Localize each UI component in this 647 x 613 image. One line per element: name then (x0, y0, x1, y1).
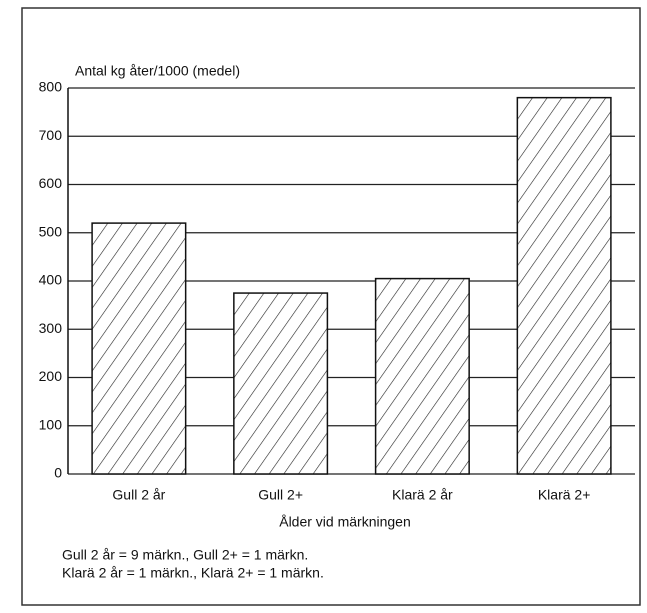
y-tick-label: 800 (39, 79, 63, 95)
y-tick-label: 300 (39, 320, 63, 336)
bar (91, 222, 187, 475)
bar (516, 96, 612, 475)
bar (374, 277, 470, 475)
y-tick-label: 500 (39, 223, 63, 239)
y-tick-label: 0 (54, 465, 62, 481)
x-axis-label: Ålder vid märkningen (279, 514, 411, 530)
y-axis-label: Antal kg åter/1000 (medel) (75, 63, 240, 79)
y-tick-label: 400 (39, 272, 63, 288)
annotation: Gull 2 år = 9 märkn., Gull 2+ = 1 märkn. (62, 547, 308, 563)
annotation: Klarä 2 år = 1 märkn., Klarä 2+ = 1 märk… (62, 565, 324, 581)
x-tick-label: Klarä 2 år (392, 487, 453, 503)
bar (233, 292, 329, 475)
y-tick-label: 700 (39, 127, 63, 143)
frame (21, 7, 641, 606)
y-tick-label: 100 (39, 416, 63, 432)
y-tick-label: 600 (39, 175, 63, 191)
x-tick-label: Klarä 2+ (538, 487, 591, 503)
y-tick-label: 200 (39, 368, 63, 384)
x-tick-label: Gull 2 år (112, 487, 165, 503)
x-tick-label: Gull 2+ (258, 487, 303, 503)
